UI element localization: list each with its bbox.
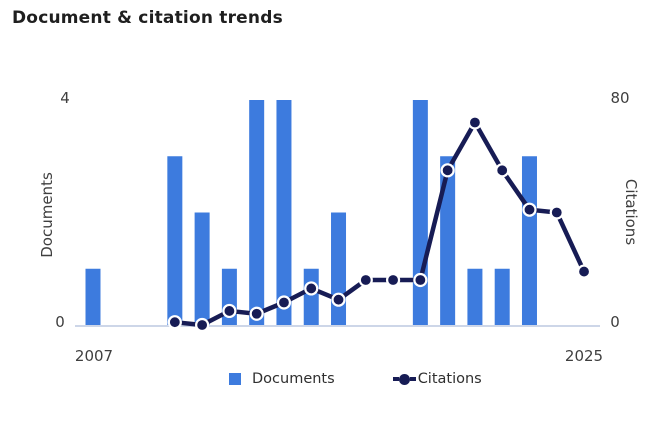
- legend-label-citations: Citations: [417, 371, 482, 387]
- citations-point-2013[interactable]: [249, 306, 264, 321]
- documents-bar-2015[interactable]: [303, 268, 319, 325]
- citations-point-2011[interactable]: [195, 317, 210, 333]
- documents-bar-2010[interactable]: [167, 156, 183, 325]
- right-axis-tick-max: 80: [610, 89, 630, 107]
- citations-point-2019[interactable]: [413, 272, 428, 288]
- documents-bar-2014[interactable]: [276, 100, 292, 325]
- legend-entry-documents[interactable]: Documents: [229, 371, 335, 387]
- documents-bar-2013[interactable]: [249, 100, 265, 325]
- documents-bar-2016[interactable]: [331, 212, 347, 326]
- citations-point-2022[interactable]: [495, 163, 510, 178]
- documents-bar-2020[interactable]: [440, 156, 456, 325]
- legend-entry-citations[interactable]: Citations: [392, 371, 482, 387]
- left-axis-tick-max: 4: [60, 89, 70, 107]
- citations-point-2024[interactable]: [549, 205, 564, 220]
- citations-point-2010[interactable]: [167, 315, 182, 330]
- chart-legend: Documents Citations: [229, 371, 482, 387]
- x-axis-tick-first: 2007: [74, 347, 114, 365]
- citations-point-2023[interactable]: [522, 202, 537, 217]
- right-axis-tick-min: 0: [610, 313, 620, 331]
- citations-point-2025[interactable]: [576, 264, 592, 279]
- x-axis-tick-last: 2025: [564, 347, 604, 365]
- citations-point-2017[interactable]: [358, 272, 373, 288]
- documents-bar-2021[interactable]: [467, 268, 483, 325]
- documents-bar-2007[interactable]: [85, 268, 101, 325]
- right-axis-title: Citations: [622, 178, 640, 246]
- left-axis-title: Documents: [38, 172, 56, 258]
- documents-bar-2022[interactable]: [494, 268, 510, 325]
- citations-point-2020[interactable]: [440, 163, 455, 178]
- legend-label-documents: Documents: [252, 371, 335, 387]
- citations-point-2021[interactable]: [467, 115, 483, 130]
- citations-point-2016[interactable]: [331, 292, 346, 307]
- documents-bar-2019[interactable]: [412, 100, 428, 325]
- documents-square-swatch-icon: [229, 373, 241, 385]
- citations-point-2012[interactable]: [222, 303, 237, 319]
- documents-bar-2023[interactable]: [521, 156, 537, 325]
- citations-point-2018[interactable]: [385, 272, 401, 288]
- citations-line: [172, 120, 587, 328]
- chart-title: Document & citation trends: [12, 8, 283, 28]
- citations-point-2014[interactable]: [276, 295, 292, 310]
- citations-line-dot-icon: [392, 373, 416, 385]
- left-axis-tick-min: 0: [55, 313, 65, 331]
- documents-bar-2011[interactable]: [194, 212, 210, 326]
- citations-point-2015[interactable]: [304, 281, 319, 296]
